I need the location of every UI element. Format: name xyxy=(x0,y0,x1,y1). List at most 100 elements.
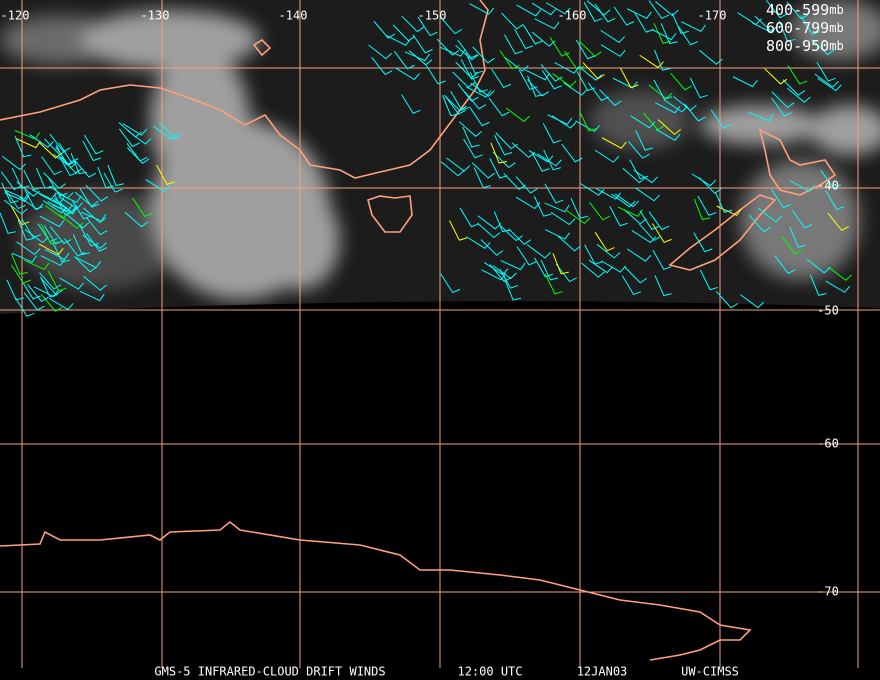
wind-barb xyxy=(40,294,63,312)
wind-barb xyxy=(651,28,677,41)
wind-barb xyxy=(450,90,470,111)
wind-barb xyxy=(671,12,689,34)
wind-barb xyxy=(59,277,84,290)
wind-barb xyxy=(72,234,91,256)
wind-barb xyxy=(74,191,99,207)
wind-barb xyxy=(10,264,31,284)
wind-barb xyxy=(601,260,626,273)
wind-barb xyxy=(472,46,495,64)
wind-barb xyxy=(5,190,26,210)
wind-barb xyxy=(576,71,596,92)
wind-barb xyxy=(499,268,519,289)
wind-barb xyxy=(11,167,30,189)
wind-barb xyxy=(83,275,107,291)
wind-barb xyxy=(516,246,537,266)
wind-barb xyxy=(466,86,492,98)
wind-barb xyxy=(103,172,123,193)
wind-barb xyxy=(770,188,792,209)
wind-barb xyxy=(516,4,542,17)
wind-barb xyxy=(21,218,41,239)
wind-barb xyxy=(715,290,739,309)
wind-barb xyxy=(492,151,516,169)
wind-barb xyxy=(541,70,562,90)
wind-barb xyxy=(79,290,105,302)
wind-barb xyxy=(54,195,73,216)
wind-barb xyxy=(85,217,108,236)
wind-barb xyxy=(624,266,648,284)
wind-barb xyxy=(38,243,64,256)
wind-barb xyxy=(652,223,672,243)
wind-barb xyxy=(806,258,831,274)
wind-barb xyxy=(817,77,842,92)
wind-barb xyxy=(825,190,845,211)
wind-barb xyxy=(693,198,711,221)
wind-barb xyxy=(442,95,459,117)
legend-unit: mb xyxy=(829,39,843,53)
wind-barb xyxy=(791,209,813,229)
wind-barb xyxy=(594,231,615,252)
wind-barb xyxy=(677,26,699,46)
wind-barb xyxy=(648,211,670,231)
wind-barb xyxy=(440,273,461,294)
wind-barb xyxy=(684,103,706,122)
wind-barb xyxy=(732,76,758,88)
wind-barb xyxy=(460,59,480,80)
latitude-label: -40 xyxy=(817,179,839,193)
wind-barb xyxy=(635,130,653,151)
wind-barb xyxy=(127,130,152,145)
wind-barb xyxy=(97,167,114,189)
wind-barb xyxy=(578,110,597,132)
wind-barb xyxy=(552,253,569,275)
wind-barb xyxy=(594,3,616,23)
wind-barb xyxy=(11,252,37,263)
wind-barb xyxy=(789,180,815,192)
wind-barb xyxy=(552,73,577,88)
wind-barb xyxy=(655,102,681,114)
longitude-label: -120 xyxy=(1,9,30,23)
wind-barb xyxy=(781,235,803,255)
wind-barb xyxy=(515,176,538,194)
wind-barb xyxy=(782,79,806,96)
wind-barb xyxy=(503,173,526,191)
wind-barb xyxy=(680,21,706,32)
wind-barb xyxy=(544,273,563,295)
wind-barb xyxy=(693,232,713,253)
wind-barb xyxy=(652,249,672,270)
legend-entry: 600-799mb xyxy=(766,19,844,37)
wind-barb xyxy=(4,189,30,200)
legend-unit: mb xyxy=(829,3,843,17)
wind-barb xyxy=(820,170,841,189)
wind-barb xyxy=(594,149,620,163)
wind-barb xyxy=(132,197,153,218)
wind-barb xyxy=(814,73,839,88)
wind-barb xyxy=(660,23,678,45)
wind-barb xyxy=(39,215,65,228)
wind-barb xyxy=(629,159,648,180)
longitude-label: -140 xyxy=(279,9,308,23)
wind-barb xyxy=(528,150,554,163)
wind-barb xyxy=(124,211,149,228)
wind-barb xyxy=(578,65,603,81)
wind-barb xyxy=(489,158,508,179)
wind-barb xyxy=(670,72,693,91)
wind-barb xyxy=(714,191,733,213)
wind-barb xyxy=(774,255,796,274)
wind-barb xyxy=(537,153,562,167)
wind-barb xyxy=(526,244,552,259)
wind-barb xyxy=(800,15,820,36)
wind-barb xyxy=(469,72,488,93)
wind-barb xyxy=(500,260,526,271)
wind-barb xyxy=(557,235,582,252)
wind-barb xyxy=(547,114,573,125)
wind-barb xyxy=(697,195,717,216)
wind-barb xyxy=(827,212,849,232)
wind-barb xyxy=(401,15,425,33)
wind-barb xyxy=(3,199,28,215)
wind-barb xyxy=(83,134,104,155)
wind-barb xyxy=(59,214,84,229)
wind-barb xyxy=(566,210,591,225)
wind-barb xyxy=(10,205,30,226)
wind-barb xyxy=(523,25,543,45)
wind-barb xyxy=(469,3,495,15)
